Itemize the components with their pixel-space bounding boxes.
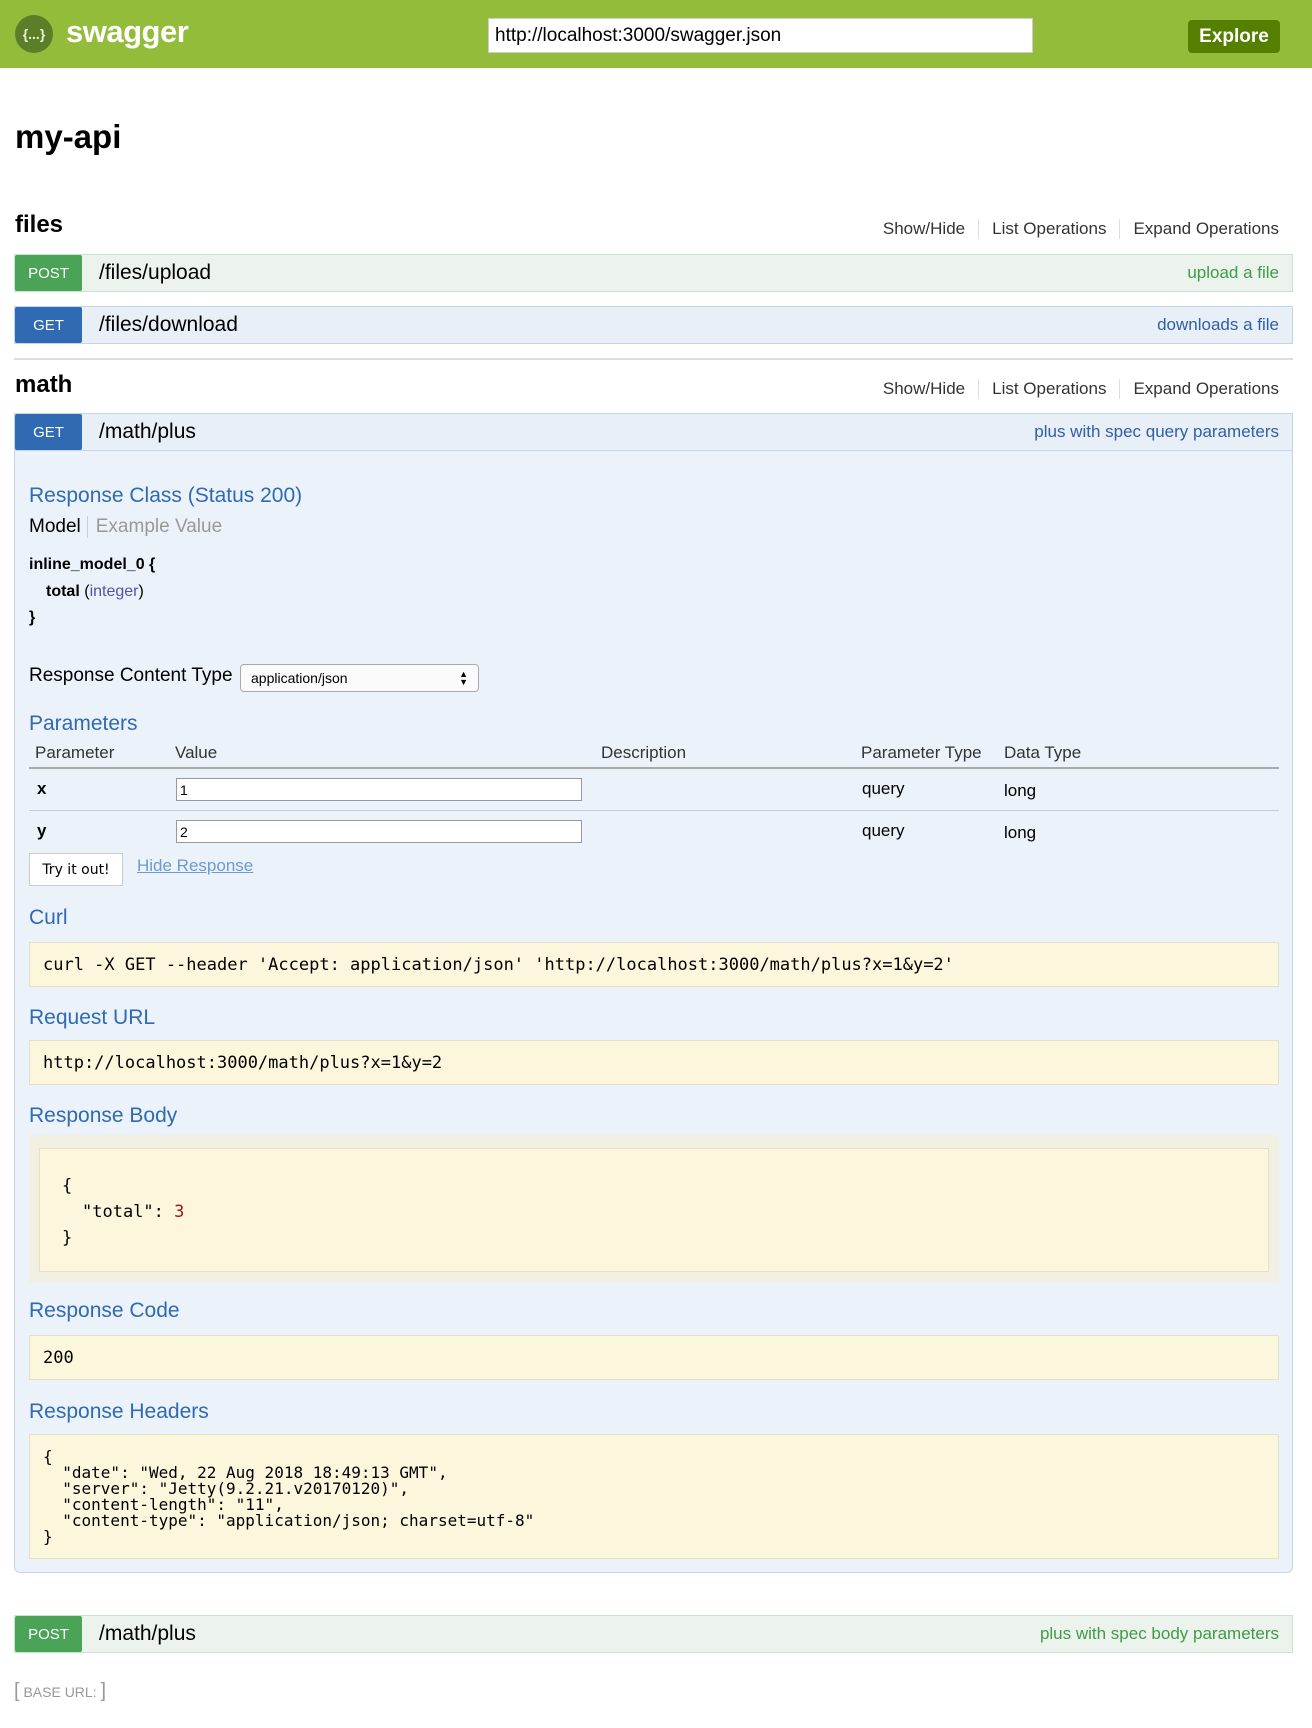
resource-math-heading[interactable]: math	[15, 371, 73, 398]
list-operations-link[interactable]: List Operations	[979, 219, 1121, 239]
curl-heading: Curl	[29, 906, 68, 929]
method-badge: GET	[15, 307, 82, 343]
response-code-box: 200	[29, 1335, 1279, 1380]
response-code: 200	[43, 1347, 74, 1368]
method-badge: POST	[15, 1616, 82, 1652]
param-x-input[interactable]	[176, 778, 582, 801]
param-name: x	[37, 779, 47, 798]
content-type-label: Response Content Type	[29, 665, 233, 686]
request-url-text: http://localhost:3000/math/plus?x=1&y=2	[43, 1052, 443, 1073]
operation-details-panel	[14, 451, 1293, 1573]
tab-model[interactable]: Model	[29, 516, 88, 538]
field-name: total	[46, 583, 80, 600]
operation-path[interactable]: /math/plus	[99, 1622, 196, 1645]
col-data-type: Data Type	[1004, 743, 1082, 762]
col-description: Description	[601, 743, 687, 762]
col-parameter: Parameter	[35, 743, 115, 762]
content-type-select[interactable]: application/json ▲ ▼	[240, 664, 479, 692]
col-parameter-type: Parameter Type	[861, 743, 982, 762]
selected-value: application/json	[251, 670, 348, 686]
divider	[14, 358, 1293, 360]
response-body: { "total": 3 }	[39, 1148, 1269, 1272]
select-arrows-icon: ▲ ▼	[459, 669, 468, 687]
show-hide-link[interactable]: Show/Hide	[870, 219, 980, 239]
row-divider	[29, 810, 1279, 811]
list-operations-link[interactable]: List Operations	[979, 379, 1121, 399]
json-key: "total":	[82, 1202, 175, 1222]
model-tabs: Model Example Value	[29, 516, 222, 538]
method-badge: POST	[15, 255, 82, 291]
operation-summary[interactable]: plus with spec query parameters	[1034, 422, 1279, 441]
expand-operations-link[interactable]: Expand Operations	[1133, 219, 1279, 238]
col-value: Value	[175, 743, 218, 762]
operation-summary[interactable]: plus with spec body parameters	[1039, 1624, 1279, 1643]
param-y-input[interactable]	[176, 820, 582, 843]
top-bar: {...} swagger Explore	[0, 0, 1312, 68]
operation-path[interactable]: /files/upload	[99, 261, 212, 284]
operation-path[interactable]: /math/plus	[99, 420, 196, 443]
operation-get-files-download[interactable]: GET /files/download downloads a file	[14, 306, 1293, 344]
explore-button[interactable]: Explore	[1188, 20, 1280, 53]
request-url-box: http://localhost:3000/math/plus?x=1&y=2	[29, 1040, 1279, 1085]
model-field: total (integer)	[46, 583, 144, 600]
json-value: 3	[174, 1202, 185, 1222]
curl-command: curl -X GET --header 'Accept: applicatio…	[29, 942, 1279, 987]
model-close: }	[29, 609, 36, 626]
swagger-logo-icon: {...}	[15, 15, 53, 53]
method-badge: GET	[15, 414, 82, 450]
curl-text: curl -X GET --header 'Accept: applicatio…	[43, 954, 954, 975]
resource-math-links: Show/Hide List Operations Expand Operati…	[870, 379, 1279, 399]
try-it-out-button[interactable]: Try it out!	[29, 853, 123, 886]
operation-path[interactable]: /files/download	[99, 313, 238, 336]
response-body-heading: Response Body	[29, 1104, 178, 1127]
spec-url-input[interactable]	[488, 18, 1033, 53]
request-url-heading: Request URL	[29, 1006, 156, 1029]
hide-response-link[interactable]: Hide Response	[137, 856, 254, 875]
table-header-rule	[29, 767, 1279, 769]
operation-summary[interactable]: downloads a file	[1157, 315, 1279, 334]
response-headers-heading: Response Headers	[29, 1400, 209, 1423]
param-type: query	[862, 821, 905, 840]
show-hide-link[interactable]: Show/Hide	[870, 379, 980, 399]
field-type: integer	[89, 583, 139, 600]
base-url-footer: [ BASE URL: ]	[14, 1680, 107, 1702]
body-close: }	[62, 1228, 73, 1248]
resource-files-heading[interactable]: files	[15, 211, 64, 238]
body-line: "total": 3	[62, 1199, 1246, 1225]
response-headers: { "date": "Wed, 22 Aug 2018 18:49:13 GMT…	[43, 1447, 535, 1546]
operation-get-math-plus[interactable]: GET /math/plus plus with spec query para…	[14, 413, 1293, 451]
response-code-heading: Response Code	[29, 1299, 180, 1322]
model-name: inline_model_0 {	[29, 556, 156, 573]
tab-example-value[interactable]: Example Value	[95, 516, 223, 537]
brand-name: swagger	[66, 14, 189, 49]
body-open: {	[62, 1176, 73, 1196]
resource-files-links: Show/Hide List Operations Expand Operati…	[870, 219, 1279, 239]
param-type: query	[862, 779, 905, 798]
operation-summary[interactable]: upload a file	[1187, 263, 1279, 282]
response-class-heading: Response Class (Status 200)	[29, 484, 303, 507]
expand-operations-link[interactable]: Expand Operations	[1133, 379, 1279, 398]
response-headers-box: { "date": "Wed, 22 Aug 2018 18:49:13 GMT…	[29, 1434, 1279, 1559]
data-type: long	[1004, 823, 1037, 842]
operation-post-math-plus[interactable]: POST /math/plus plus with spec body para…	[14, 1615, 1293, 1653]
base-url-label: BASE URL:	[23, 1684, 101, 1700]
param-name: y	[37, 821, 47, 840]
api-title: my-api	[15, 118, 122, 155]
data-type: long	[1004, 781, 1037, 800]
operation-post-files-upload[interactable]: POST /files/upload upload a file	[14, 254, 1293, 292]
parameters-heading: Parameters	[29, 712, 138, 735]
